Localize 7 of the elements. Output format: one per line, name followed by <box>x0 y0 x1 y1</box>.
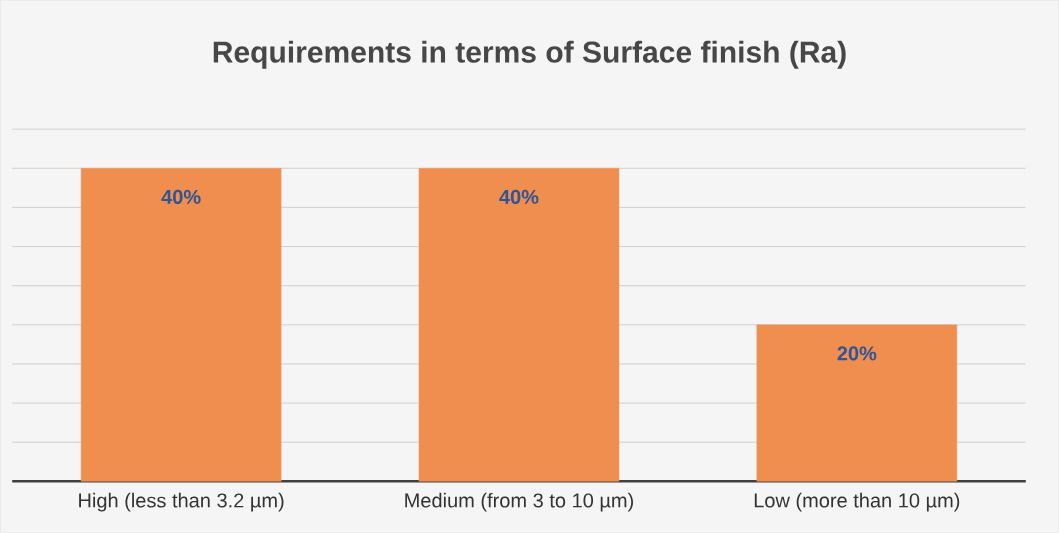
x-tick-label: Medium (from 3 to 10 µm) <box>405 493 634 512</box>
data-label: 40% <box>161 189 201 205</box>
x-tick-label: Low (more than 10 µm) <box>754 493 960 512</box>
data-label: 20% <box>837 346 877 361</box>
x-tick-label: High (less than 3.2 µm) <box>79 493 284 512</box>
chart-title: Requirements in terms of Surface finish (Ra) <box>213 40 846 69</box>
data-label: 40% <box>499 189 539 205</box>
